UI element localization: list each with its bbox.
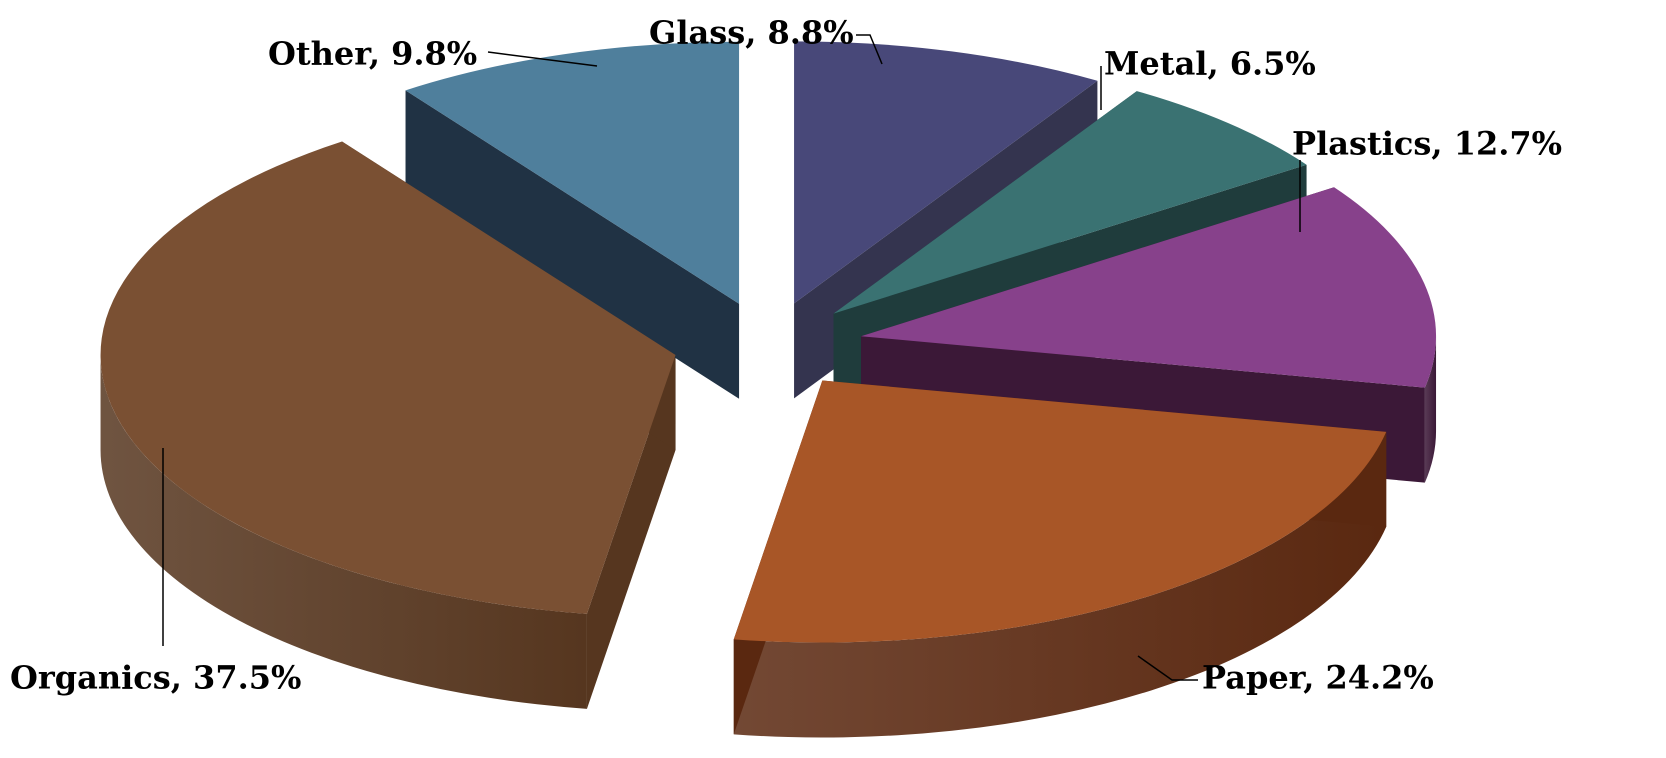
data-label-organics: Organics, 37.5% — [10, 659, 301, 697]
pie-slice-organics — [100, 141, 676, 614]
leader-line-glass — [856, 34, 883, 65]
data-label-plastics: Plastics, 12.7% — [1292, 125, 1562, 163]
slice-tops — [100, 41, 1437, 643]
slice-outer-wall-organics — [100, 354, 587, 709]
pie-slice-plastics — [861, 187, 1437, 388]
slice-side-wall-organics — [586, 354, 676, 709]
label-leaders — [162, 34, 1301, 681]
pie-slice-glass — [794, 41, 1098, 304]
slice-side-wall-other — [405, 90, 740, 399]
data-labels: Glass, 8.8% Metal, 6.5% Plastics, 12.7% Pap… — [10, 14, 1562, 697]
data-label-paper: Paper, 24.2% — [1202, 659, 1434, 697]
data-label-metal: Metal, 6.5% — [1104, 45, 1316, 83]
leader-line-other — [487, 51, 598, 67]
slice-outer-wall-plastics — [1424, 336, 1437, 483]
pie-slice-metal — [833, 91, 1307, 314]
pie-slice-other — [405, 41, 740, 304]
data-label-glass: Glass, 8.8% — [649, 14, 854, 52]
pie-slice-paper — [733, 380, 1387, 643]
leader-line-paper — [1137, 655, 1198, 681]
slice-outer-wall-paper — [733, 431, 1387, 738]
data-label-other: Other, 9.8% — [268, 35, 477, 73]
